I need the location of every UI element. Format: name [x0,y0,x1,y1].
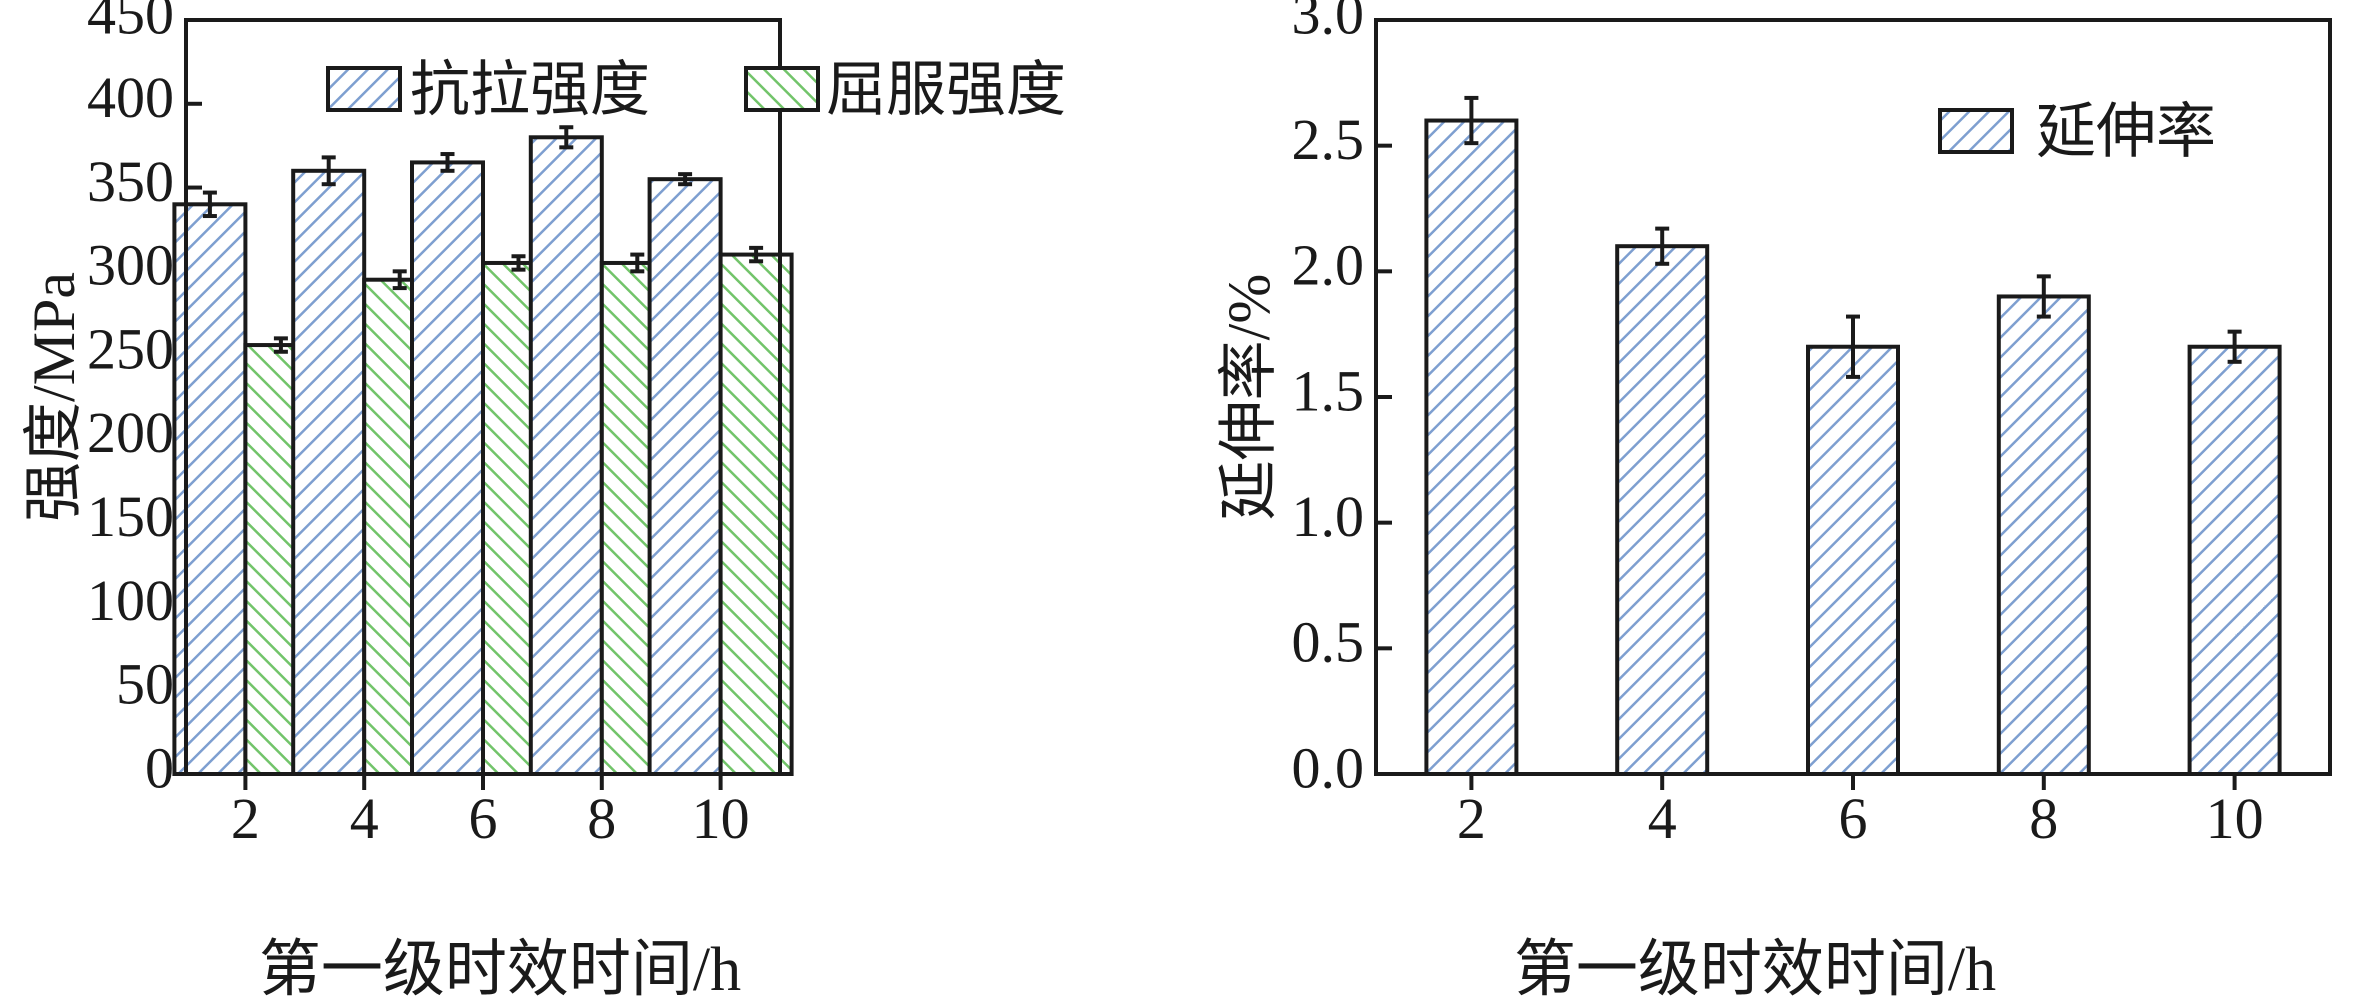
strength-y-tick-label: 400 [87,65,174,130]
elongation-y-tick-label: 0.0 [1292,735,1365,800]
strength-x-tick-labels: 2 4 6 8 10 [231,786,750,851]
legend-swatch-elongation [1938,108,2014,154]
legend-swatch-yield [744,66,820,112]
strength-y-tick-label: 200 [87,400,174,465]
strength-y-tick-label: 0 [145,735,174,800]
elongation-x-tick-label: 10 [2206,786,2264,851]
strength-y-tick-label: 250 [87,316,174,381]
elongation-bars [1424,95,2282,777]
elongation-bar-a [2187,344,2282,776]
elongation-bar-a [1996,294,2091,776]
elongation-y-tick-label: 1.5 [1292,358,1365,423]
strength-x-tick-label: 2 [231,786,260,851]
elongation-bar-a [1424,118,1519,777]
elongation-x-tick-label: 6 [1839,786,1868,851]
elongation-y-tick-label: 0.5 [1292,610,1365,675]
elongation-y-tick-label: 2.0 [1292,233,1365,298]
strength-x-tick-label: 6 [469,786,498,851]
strength-x-tick-label: 10 [692,786,750,851]
elongation-y-tick-label: 1.0 [1292,484,1365,549]
elongation-bar-a [1806,344,1900,776]
strength-bar-a [291,168,367,777]
elongation-x-tick-label: 4 [1648,786,1677,851]
legend-label-tensile: 抗拉强度 [410,57,650,123]
strength-y-tick-label: 300 [87,233,174,298]
strength-plot-frame [184,18,782,776]
elongation-y-tick-labels: 0.0 0.5 1.0 1.5 2.0 2.5 3.0 [1292,0,1365,800]
strength-y-tick-labels: 0 50 100 150 200 250 300 350 400 450 [87,0,174,800]
elongation-x-tick-labels: 2 4 6 8 10 [1457,786,2264,851]
strength-y-tick-label: 350 [87,149,174,214]
strength-y-axis-title: 强度/MPa [21,272,87,522]
legend-label-elongation: 延伸率 [2036,99,2216,165]
elongation-plot-frame [1374,18,2332,776]
elongation-y-tick-label: 2.5 [1292,107,1365,172]
elongation-legend: 延伸率 [1938,99,2216,165]
elongation-y-tick-label: 3.0 [1292,0,1365,46]
strength-bars [172,125,794,777]
strength-y-tick-label: 450 [87,0,174,46]
strength-y-tick-label: 100 [87,568,174,633]
strength-bar-a [528,135,604,777]
legend-label-yield: 屈服强度 [826,57,1066,123]
legend-swatch-tensile [326,66,402,112]
elongation-bar-a [1615,244,1710,776]
strength-y-tick-label: 50 [116,652,174,717]
strength-y-tick-label: 150 [87,484,174,549]
elongation-x-tick-label: 2 [1457,786,1486,851]
strength-x-axis-title: 第一级时效时间/h [259,936,741,1004]
strength-legend: 抗拉强度 屈服强度 [326,57,1066,123]
strength-x-tick-label: 4 [350,786,379,851]
elongation-y-axis-title: 延伸率/% [1216,274,1282,521]
elongation-chart: 0.0 0.5 1.0 1.5 2.0 2.5 3.0 2 4 6 8 10 延伸率/% 第一级时效… [1216,0,2332,1004]
strength-x-tick-label: 8 [587,786,616,851]
strength-bar-a [647,177,723,776]
strength-bar-a [410,160,485,776]
strength-chart: 0 50 100 150 200 250 300 350 400 450 2 4 6 8 10 强度/MP… [21,0,1066,1004]
elongation-x-axis-title: 第一级时效时间/h [1514,936,1996,1004]
elongation-x-tick-label: 8 [2029,786,2058,851]
